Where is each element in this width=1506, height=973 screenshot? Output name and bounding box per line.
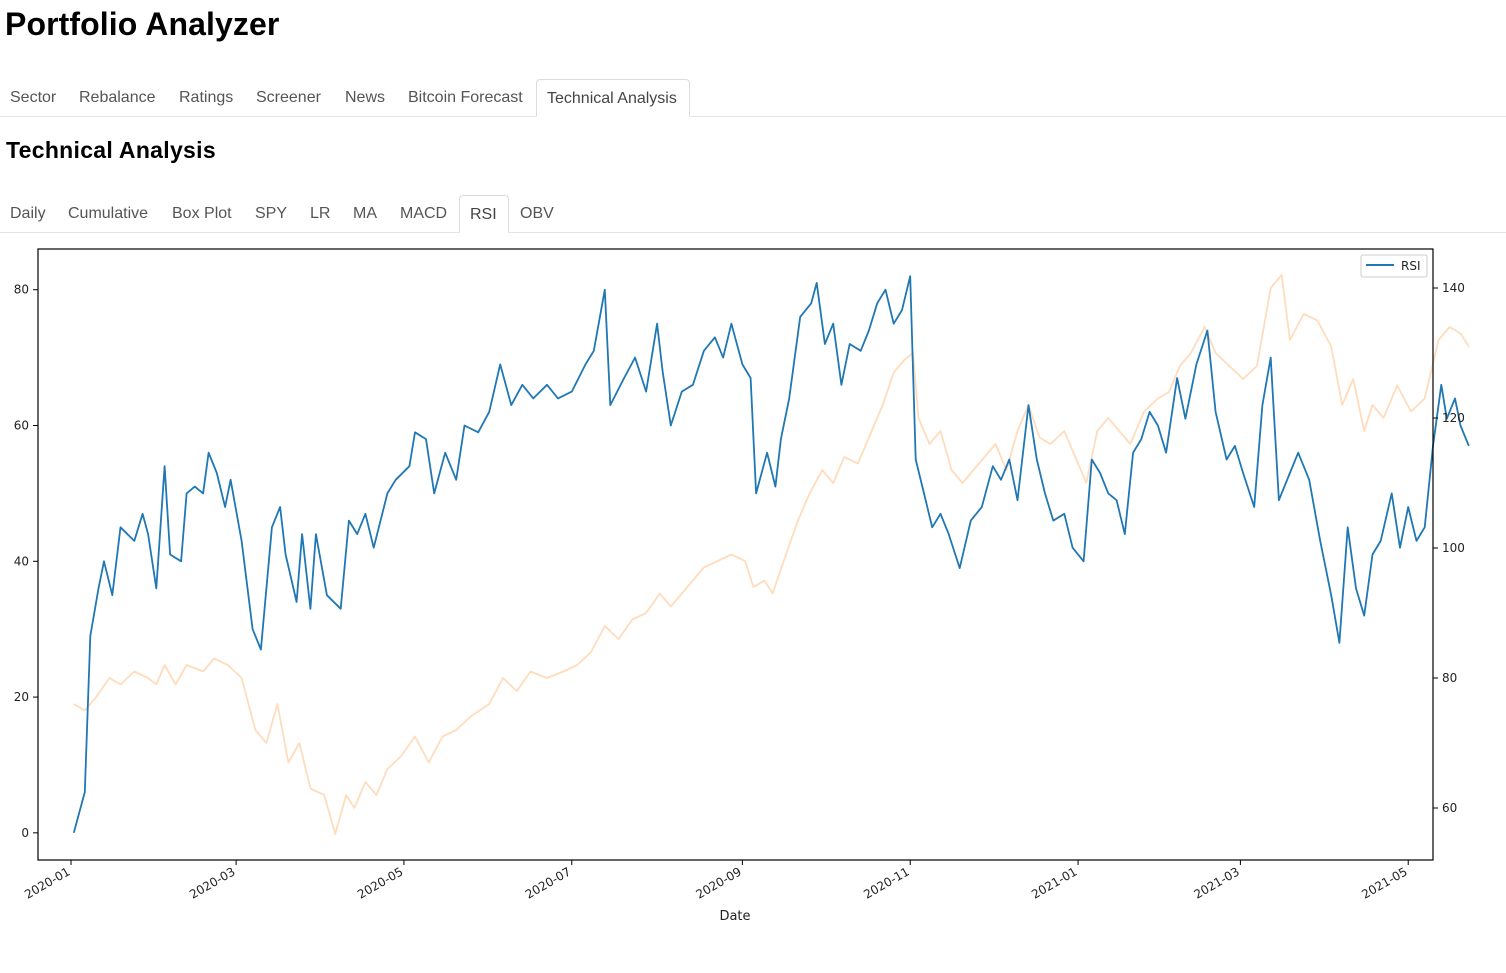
x-tick-label: 2020-07 [523,864,573,901]
tab-bitcoin-forecast[interactable]: Bitcoin Forecast [408,89,523,106]
tab-technical-analysis[interactable]: Technical Analysis [536,79,690,117]
section-title: Technical Analysis [6,137,216,163]
tab-news[interactable]: News [345,89,386,106]
rsi-series-line [72,275,1470,834]
left-y-tick-label: 60 [14,419,29,433]
left-y-tick-label: 40 [14,554,29,568]
right-y-tick-label: 80 [1442,671,1457,685]
main-tab-bar: Sector Rebalance Ratings Screener News B… [0,79,1506,117]
right-y-axis: 60 80 100 120 140 [1433,281,1465,815]
right-y-tick-label: 60 [1442,801,1457,815]
sub-tab-bar: Daily Cumulative Box Plot SPY LR MA MACD… [0,195,1506,233]
x-tick-label: 2020-03 [187,864,237,901]
right-y-tick-label: 120 [1442,411,1465,425]
tab-ratings[interactable]: Ratings [179,89,234,106]
left-y-axis: 0 20 40 60 80 [14,283,38,840]
right-y-tick-label: 140 [1442,281,1465,295]
tab-screener[interactable]: Screener [256,89,321,106]
tab-daily[interactable]: Daily [10,205,46,222]
tab-lr[interactable]: LR [310,205,331,222]
x-tick-label: 2020-09 [693,864,743,901]
x-tick-label: 2021-03 [1191,864,1241,901]
tab-spy[interactable]: SPY [255,205,288,222]
tab-ma[interactable]: MA [353,205,377,222]
tab-cumulative[interactable]: Cumulative [68,205,149,222]
series-layer [72,274,1470,835]
left-y-tick-label: 80 [14,283,29,297]
price-series-line [73,274,1470,835]
x-tick-label: 2020-01 [22,864,72,901]
tab-box-plot[interactable]: Box Plot [172,205,232,222]
x-tick-label: 2021-05 [1359,864,1409,901]
tab-rebalance[interactable]: Rebalance [79,89,156,106]
x-axis-label: Date [719,909,750,924]
legend-rsi-label: RSI [1401,259,1421,273]
x-tick-label: 2021-01 [1029,864,1079,901]
app-title: Portfolio Analyzer [5,6,280,42]
left-y-tick-label: 0 [21,826,29,840]
legend: RSI [1360,254,1428,278]
tab-obv[interactable]: OBV [520,205,554,222]
x-tick-label: 2020-11 [861,864,911,901]
plot-frame [37,248,1434,861]
left-y-tick-label: 20 [14,690,29,704]
tab-sector[interactable]: Sector [10,89,57,106]
x-axis: 2020-01 2020-03 2020-05 2020-07 2020-09 2020-… [22,860,1410,902]
tab-macd[interactable]: MACD [400,205,448,222]
right-y-tick-label: 100 [1442,541,1465,555]
tab-rsi[interactable]: RSI [459,195,509,233]
x-tick-label: 2020-05 [355,864,405,901]
